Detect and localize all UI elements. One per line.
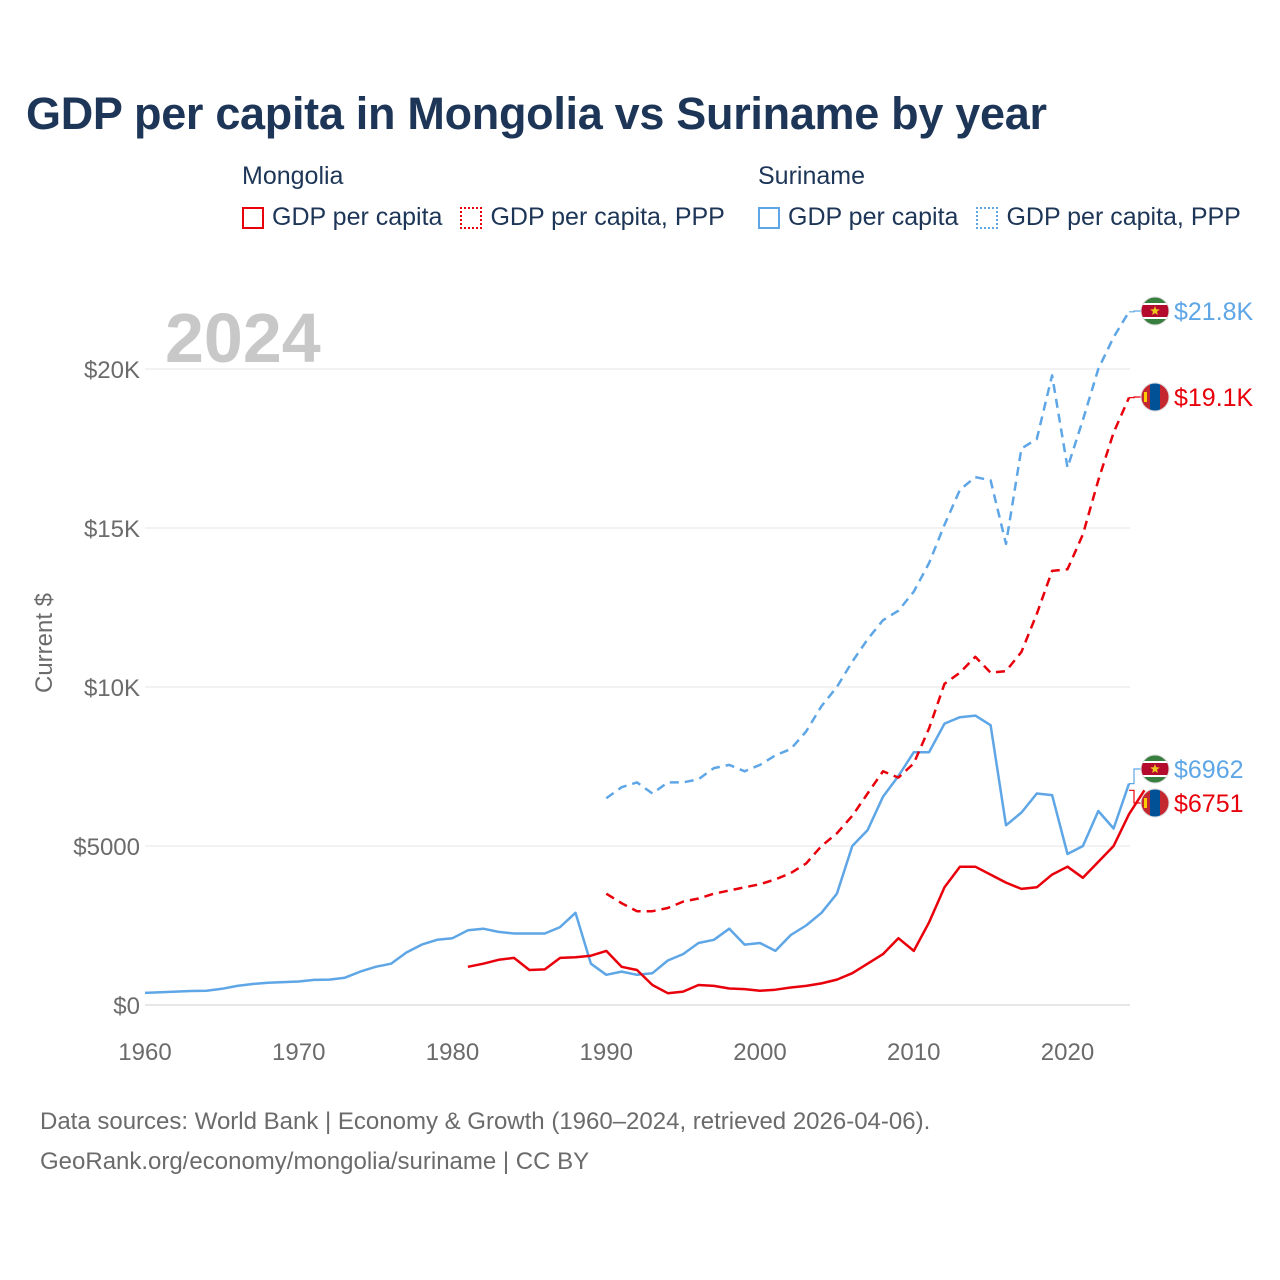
- series-line-mongolia_gdp: [467, 789, 1146, 995]
- legend-swatch-mongolia-ppp: [460, 206, 483, 229]
- legend-label-suriname-gdp: GDP per capita: [788, 203, 959, 231]
- legend-suriname-name: Suriname: [758, 162, 865, 190]
- x-tick-label: 2010: [887, 1039, 940, 1066]
- series-line-suriname_ppp: [605, 311, 1131, 800]
- y-axis-title: Current $: [31, 593, 58, 693]
- x-tick-label: 1990: [580, 1039, 633, 1066]
- legend-suriname: Suriname GDP per capita GDP per capita, …: [758, 162, 1259, 232]
- y-tick-label: $0: [113, 993, 140, 1020]
- series-line-mongolia_ppp: [605, 397, 1131, 913]
- x-tick-label: 1980: [426, 1039, 479, 1066]
- y-tick-label: $20K: [84, 357, 140, 384]
- end-label-leader: [1129, 789, 1141, 804]
- legend-suriname-gdp[interactable]: GDP per capita: [758, 203, 958, 232]
- end-label-leader: [1129, 396, 1141, 399]
- legend-label-mongolia-ppp: GDP per capita, PPP: [490, 203, 725, 231]
- suriname-flag-icon: [1140, 754, 1170, 784]
- y-tick-label: $15K: [84, 516, 140, 543]
- legend-mongolia-gdp[interactable]: GDP per capita: [242, 203, 442, 232]
- legend-mongolia-name: Mongolia: [242, 162, 344, 190]
- x-tick-label: 1970: [272, 1039, 325, 1066]
- legend-swatch-mongolia-gdp: [242, 206, 264, 229]
- end-value-label-mongolia_ppp: $19.1K: [1174, 384, 1254, 412]
- legend-mongolia-ppp[interactable]: GDP per capita, PPP: [460, 203, 725, 232]
- end-value-label-suriname_ppp: $21.8K: [1174, 298, 1254, 326]
- source-line-1: Data sources: World Bank | Economy & Gro…: [40, 1108, 931, 1135]
- year-watermark: 2024: [165, 299, 321, 377]
- x-tick-label: 2020: [1041, 1039, 1094, 1066]
- legend-label-mongolia-gdp: GDP per capita: [272, 203, 443, 231]
- end-label-leader: [1129, 768, 1141, 785]
- x-tick-label: 1960: [118, 1039, 171, 1066]
- mongolia-flag-icon: [1140, 788, 1170, 818]
- suriname-flag-icon: [1140, 296, 1170, 326]
- mongolia-flag-icon: [1140, 382, 1170, 412]
- chart-title: GDP per capita in Mongolia vs Suriname b…: [26, 88, 1047, 139]
- legend-mongolia: Mongolia GDP per capita GDP per capita, …: [242, 162, 743, 232]
- y-tick-label: $10K: [84, 675, 140, 702]
- y-tick-label: $5000: [73, 834, 140, 861]
- legend-swatch-suriname-gdp: [758, 206, 780, 229]
- end-value-label-mongolia_gdp: $6751: [1174, 790, 1244, 818]
- legend-label-suriname-ppp: GDP per capita, PPP: [1006, 203, 1241, 231]
- x-tick-label: 2000: [733, 1039, 786, 1066]
- source-line-2: GeoRank.org/economy/mongolia/suriname | …: [40, 1148, 590, 1175]
- end-label-leader: [1129, 310, 1141, 313]
- end-value-label-suriname_gdp: $6962: [1174, 756, 1244, 784]
- series-line-suriname_gdp: [144, 714, 1131, 995]
- legend-suriname-ppp[interactable]: GDP per capita, PPP: [976, 203, 1241, 232]
- legend-swatch-suriname-ppp: [976, 206, 999, 229]
